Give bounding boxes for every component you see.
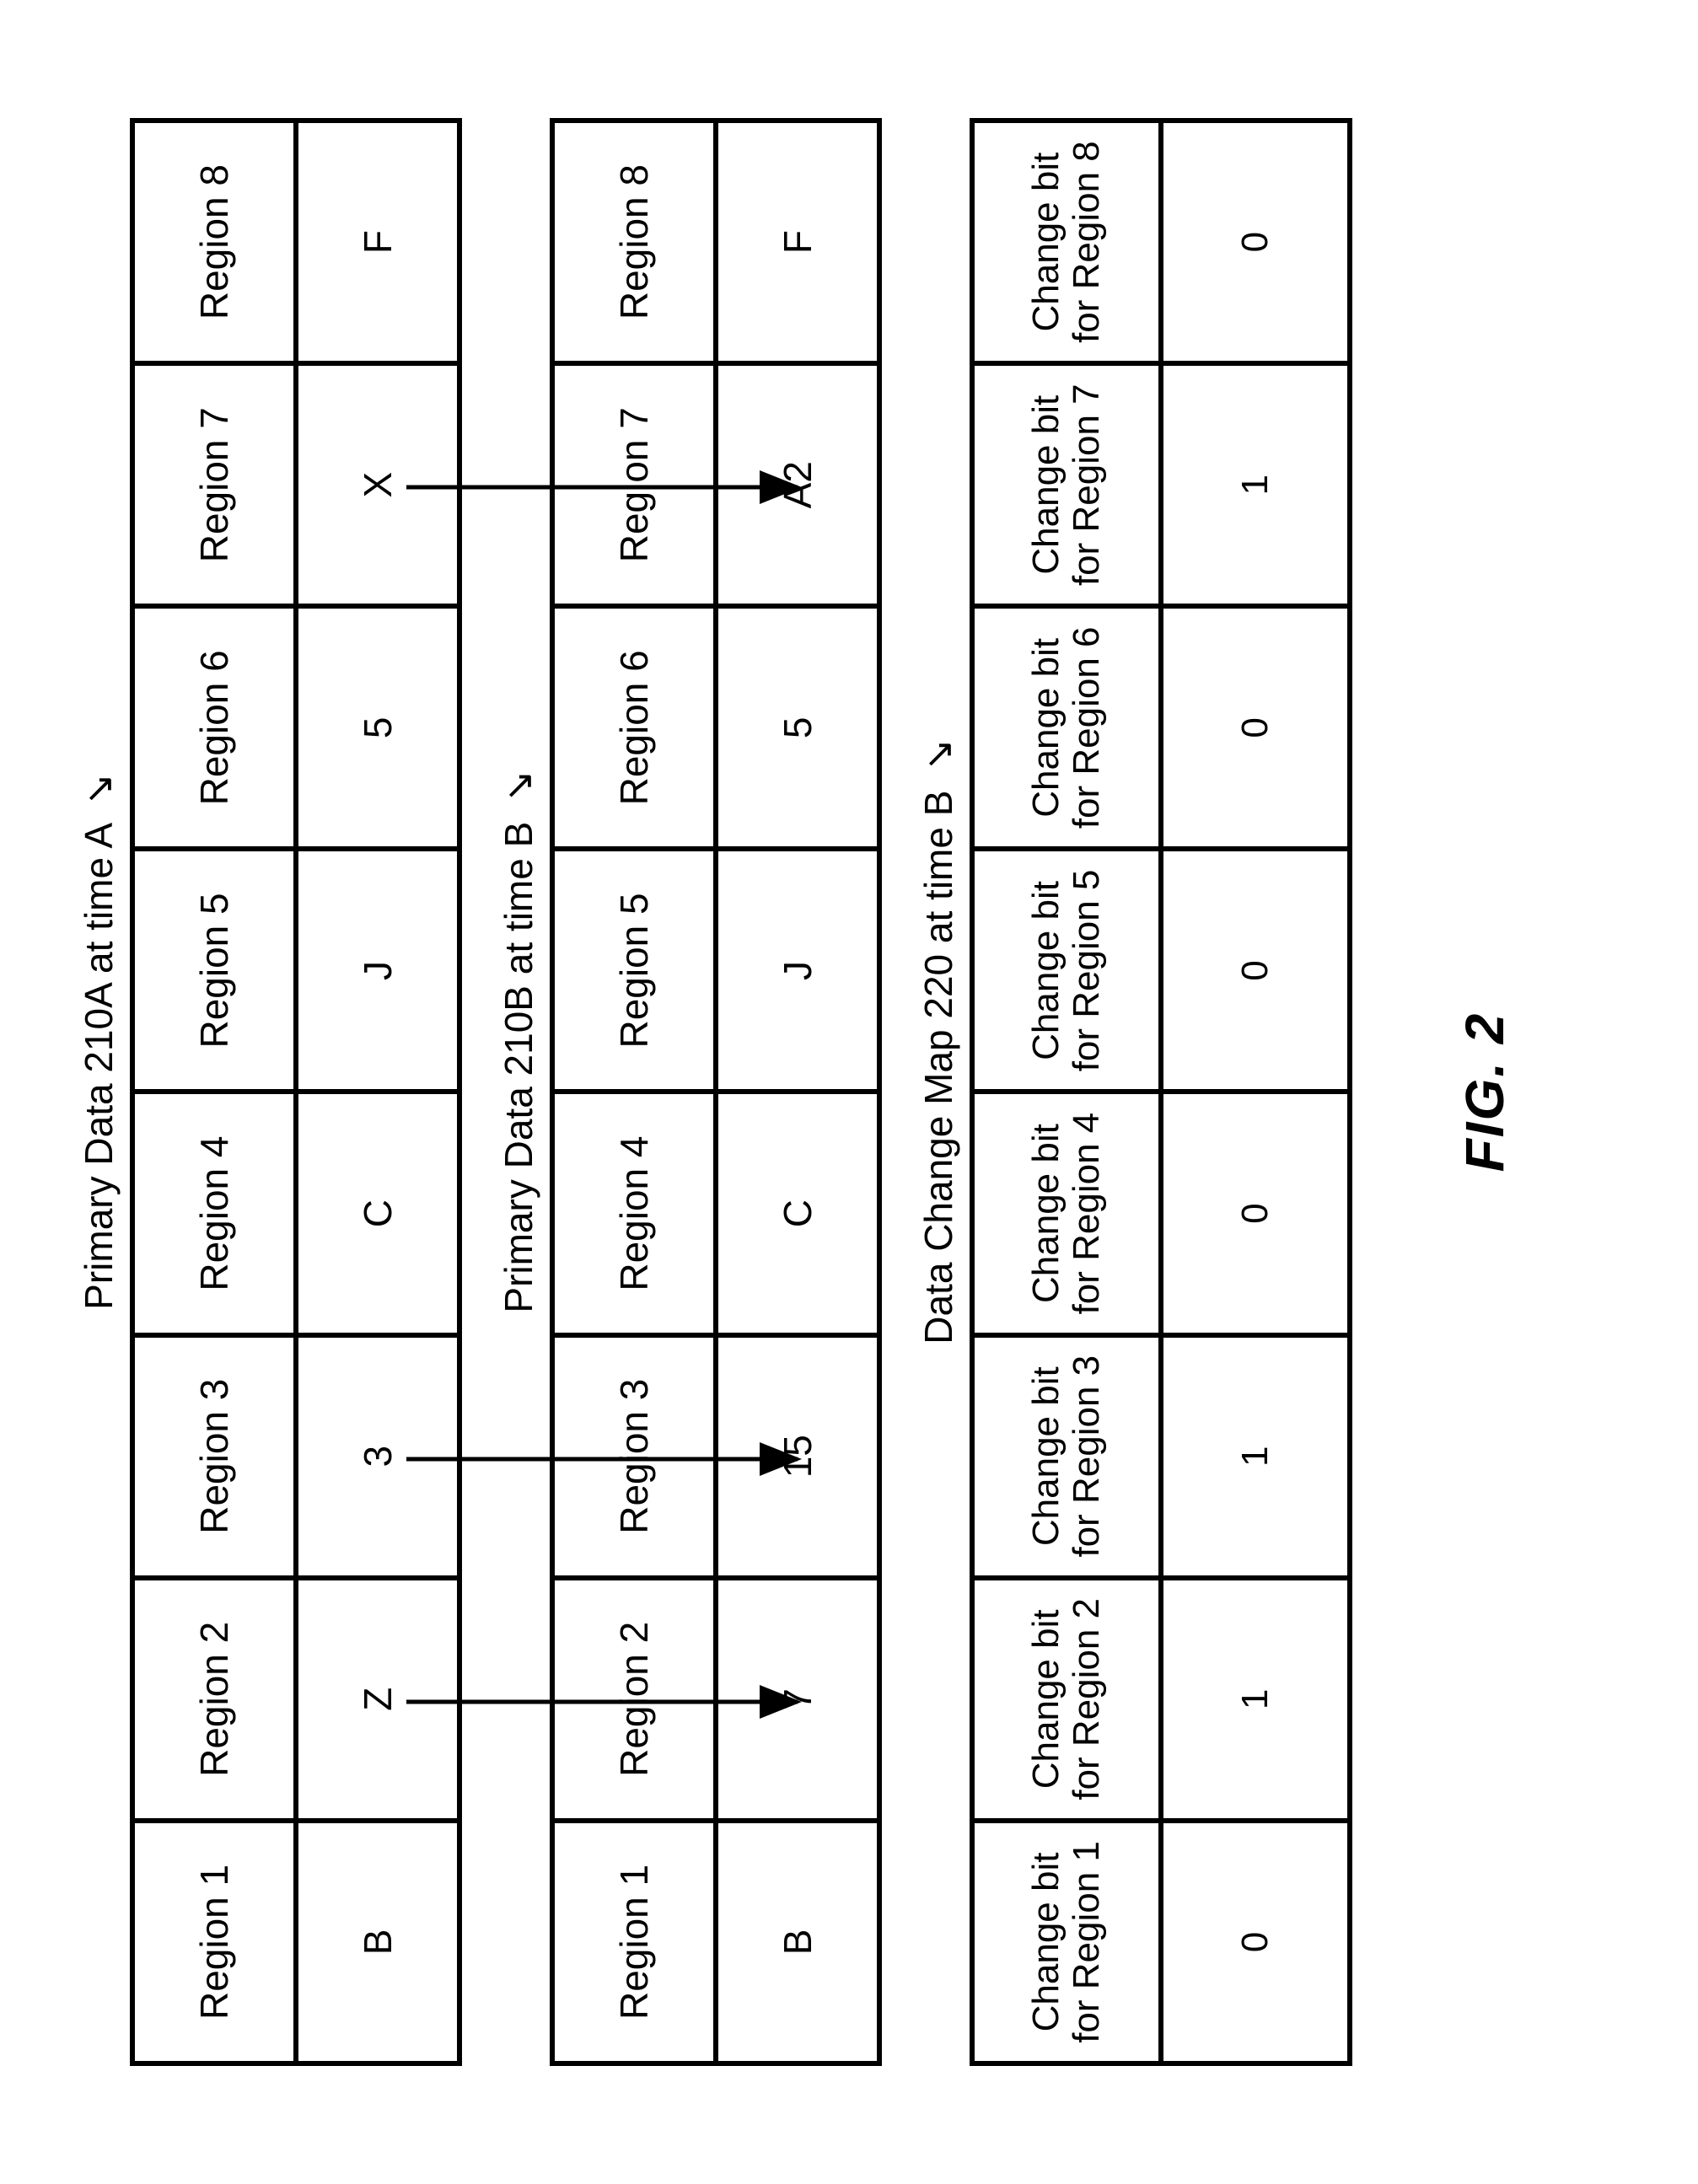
table-b-cell: F — [716, 121, 879, 363]
change-map-cell: 1 — [1161, 1578, 1350, 1821]
table-a-cell: 3 — [296, 1335, 459, 1578]
change-map-cell: 1 — [1161, 1335, 1350, 1578]
table-b-header: Region 5 — [552, 849, 716, 1092]
change-map-header: Change bit for Region 8 — [972, 121, 1161, 363]
table-b-cell: C — [716, 1092, 879, 1335]
change-map-label: Data Change Map 220 at time B — [916, 791, 960, 1344]
change-map-header: Change bit for Region 6 — [972, 606, 1161, 849]
table-b-cell: J — [716, 849, 879, 1092]
table-a-header: Region 4 — [132, 1092, 296, 1335]
table-b-header: Region 8 — [552, 121, 716, 363]
table-a-cell: C — [296, 1092, 459, 1335]
change-map-cell: 0 — [1161, 849, 1350, 1092]
table-a-label: Primary Data 210A at time A — [77, 825, 121, 1310]
primary-data-a-table: Region 1 Region 2 Region 3 Region 4 Regi… — [130, 118, 462, 2066]
change-map-cell: 0 — [1161, 121, 1350, 363]
table-a-cell: J — [296, 849, 459, 1092]
change-map-header: Change bit for Region 4 — [972, 1092, 1161, 1335]
change-map-header: Change bit for Region 1 — [972, 1821, 1161, 2063]
table-a-label-row: Primary Data 210A at time A ↘ — [76, 118, 121, 2066]
table-b-header: Region 6 — [552, 606, 716, 849]
change-map-cell: 0 — [1161, 606, 1350, 849]
table-b-cell: A2 — [716, 363, 879, 606]
change-map-header: Change bit for Region 5 — [972, 849, 1161, 1092]
primary-data-a-block: Primary Data 210A at time A ↘ Region 1 R… — [76, 118, 462, 2066]
table-b-cell: 5 — [716, 606, 879, 849]
label-arrow-icon: ↘ — [496, 770, 541, 802]
change-map-cell: 1 — [1161, 363, 1350, 606]
change-map-header: Change bit for Region 3 — [972, 1335, 1161, 1578]
table-b-label: Primary Data 210B at time B — [497, 822, 540, 1313]
table-b-cell: 7 — [716, 1578, 879, 1821]
table-a-header: Region 2 — [132, 1578, 296, 1821]
change-map-cell: 0 — [1161, 1821, 1350, 2063]
table-a-header: Region 1 — [132, 1821, 296, 2063]
label-arrow-icon: ↘ — [76, 773, 121, 806]
table-b-header: Region 4 — [552, 1092, 716, 1335]
table-a-header: Region 3 — [132, 1335, 296, 1578]
table-b-cell: 15 — [716, 1335, 879, 1578]
table-b-header: Region 2 — [552, 1578, 716, 1821]
table-a-cell: 5 — [296, 606, 459, 849]
table-a-header: Region 6 — [132, 606, 296, 849]
table-a-cell: Z — [296, 1578, 459, 1821]
change-map-header: Change bit for Region 7 — [972, 363, 1161, 606]
table-b-cell: B — [716, 1821, 879, 2063]
table-a-cell: X — [296, 363, 459, 606]
table-a-cell: B — [296, 1821, 459, 2063]
table-b-header: Region 3 — [552, 1335, 716, 1578]
table-a-cell: F — [296, 121, 459, 363]
table-b-label-row: Primary Data 210B at time B ↘ — [496, 118, 541, 2066]
primary-data-b-table: Region 1 Region 2 Region 3 Region 4 Regi… — [550, 118, 882, 2066]
table-b-header: Region 7 — [552, 363, 716, 606]
change-map-block: Data Change Map 220 at time B ↘ Change b… — [916, 118, 1352, 2066]
change-map-cell: 0 — [1161, 1092, 1350, 1335]
figure-label: FIG. 2 — [1454, 118, 1516, 2066]
change-map-header: Change bit for Region 2 — [972, 1578, 1161, 1821]
table-a-header: Region 7 — [132, 363, 296, 606]
change-map-label-row: Data Change Map 220 at time B ↘ — [916, 118, 961, 2066]
table-b-header: Region 1 — [552, 1821, 716, 2063]
change-map-table: Change bit for Region 1 Change bit for R… — [970, 118, 1352, 2066]
table-a-header: Region 8 — [132, 121, 296, 363]
label-arrow-icon: ↘ — [916, 738, 961, 771]
primary-data-b-block: Primary Data 210B at time B ↘ Region 1 R… — [496, 118, 882, 2066]
table-a-header: Region 5 — [132, 849, 296, 1092]
